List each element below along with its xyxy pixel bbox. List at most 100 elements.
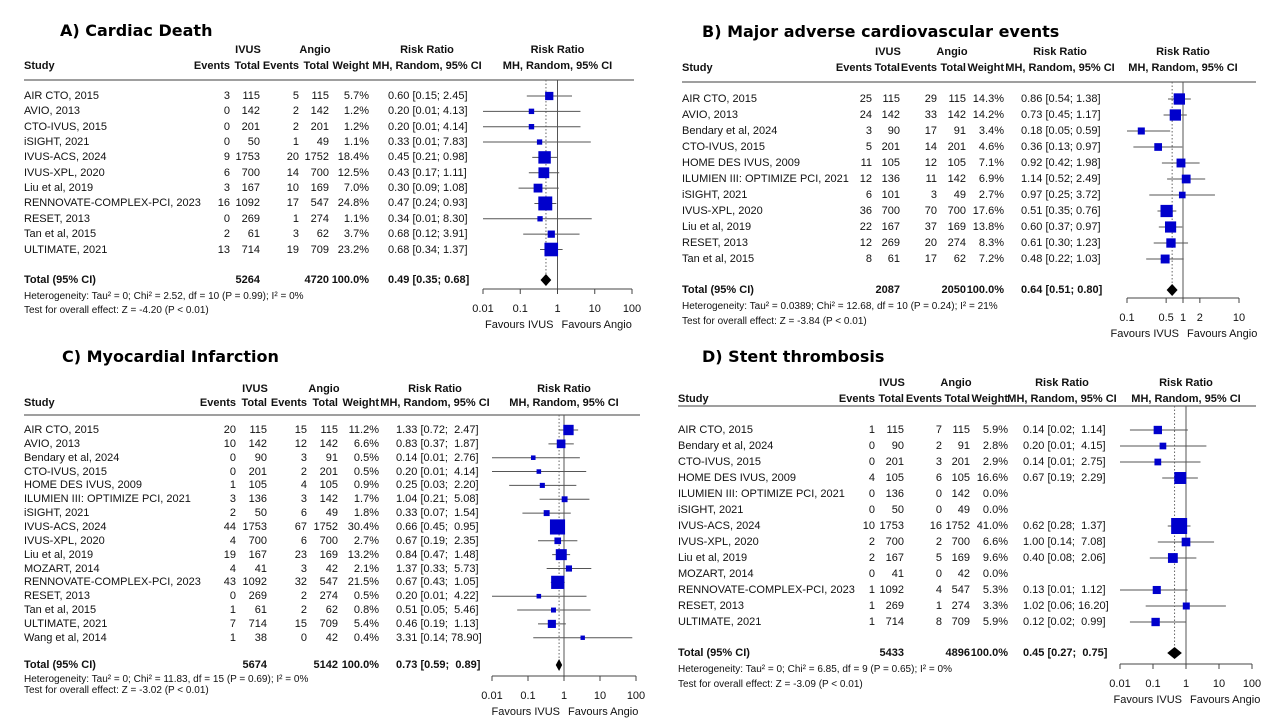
study-name: AVIO, 2013 xyxy=(24,437,81,450)
angio-total: 274 xyxy=(310,212,329,225)
header-ivus-total: Total xyxy=(874,62,900,74)
effect-square xyxy=(547,230,555,238)
study-name: RENNOVATE-COMPLEX-PCI, 2023 xyxy=(678,584,855,596)
ivus-events: 5 xyxy=(865,141,872,153)
angio-events: 16 xyxy=(929,520,942,532)
weight: 0.0% xyxy=(982,488,1008,500)
total-ivus: 2087 xyxy=(875,284,900,296)
ivus-total: 1753 xyxy=(242,520,267,533)
x-tick-label: 0.1 xyxy=(512,303,528,315)
risk-ratio-ci: 0.62 [0.28; 1.37] xyxy=(1023,520,1106,532)
risk-ratio-ci: 0.73 [0.45; 1.17] xyxy=(1021,109,1101,121)
header-angio-total: Total xyxy=(944,393,970,405)
heterogeneity-stats: Heterogeneity: Tau² = 0; Chi² = 6.85, df… xyxy=(678,664,952,675)
weight: 7.2% xyxy=(978,253,1004,265)
header-weight: Weight xyxy=(342,397,379,409)
effect-square xyxy=(561,496,568,503)
risk-ratio-ci: 0.14 [0.01; 2.75] xyxy=(1023,456,1106,468)
effect-square xyxy=(545,91,554,101)
effect-square xyxy=(1173,93,1185,105)
weight: 11.2% xyxy=(348,424,379,436)
weight: 2.7% xyxy=(978,189,1004,201)
ivus-events: 0 xyxy=(868,568,875,580)
overall-effect-test: Test for overall effect: Z = -3.84 (P < … xyxy=(682,316,867,327)
x-tick-label: 0.5 xyxy=(1158,312,1174,324)
study-name: IVUS-XPL, 2020 xyxy=(682,205,763,217)
angio-total: 142 xyxy=(951,488,970,500)
ivus-events: 0 xyxy=(868,488,875,500)
header-ivus-events: Events xyxy=(835,62,872,74)
risk-ratio-ci: 0.97 [0.25; 3.72] xyxy=(1021,189,1101,201)
total-risk-ratio-ci: 0.49 [0.35; 0.68] xyxy=(388,274,470,286)
total-angio: 4896 xyxy=(945,647,970,659)
ivus-events: 6 xyxy=(865,189,872,201)
panel-title: D) Stent thrombosis xyxy=(702,347,885,366)
total-weight: 100.0% xyxy=(970,647,1008,659)
ivus-total: 105 xyxy=(881,157,900,169)
total-weight: 100.0% xyxy=(341,659,379,671)
ivus-total: 714 xyxy=(241,243,260,256)
weight: 21.5% xyxy=(347,576,379,589)
angio-events: 2 xyxy=(292,105,299,118)
ivus-total: 61 xyxy=(247,228,260,241)
ivus-total: 269 xyxy=(241,212,260,225)
ivus-events: 2 xyxy=(229,507,236,520)
angio-events: 8 xyxy=(935,616,942,628)
angio-events: 6 xyxy=(935,472,942,484)
effect-square xyxy=(550,607,556,613)
ivus-events: 2 xyxy=(868,536,875,548)
weight: 0.0% xyxy=(982,568,1008,580)
effect-square xyxy=(538,151,551,164)
weight: 0.8% xyxy=(353,604,379,617)
study-name: ILUMIEN III: OPTIMIZE PCI, 2021 xyxy=(678,488,845,500)
risk-ratio-ci: 0.60 [0.37; 0.97] xyxy=(1021,221,1101,233)
ivus-total: 38 xyxy=(254,631,267,644)
effect-square xyxy=(1164,221,1177,233)
angio-events: 15 xyxy=(294,617,307,630)
risk-ratio-ci: 0.12 [0.02; 0.99] xyxy=(1023,616,1106,628)
ivus-events: 1 xyxy=(868,616,875,628)
study-name: AIR CTO, 2015 xyxy=(678,424,753,436)
angio-total: 274 xyxy=(319,590,338,603)
x-tick-label: 2 xyxy=(1196,312,1203,324)
effect-square xyxy=(543,510,550,517)
ivus-events: 0 xyxy=(868,504,875,516)
effect-square xyxy=(528,108,535,115)
ivus-events: 1 xyxy=(229,631,236,644)
plot-header-risk-ratio: Risk Ratio xyxy=(1156,46,1210,58)
ivus-events: 8 xyxy=(865,253,872,265)
angio-events: 3 xyxy=(300,451,307,464)
overall-effect-test: Test for overall effect: Z = -3.09 (P < … xyxy=(678,679,863,690)
pooled-diamond xyxy=(540,274,552,286)
plot-header-method: MH, Random, 95% CI xyxy=(1131,393,1241,405)
angio-total: 142 xyxy=(947,173,966,185)
weight: 14.2% xyxy=(972,109,1004,121)
effect-square xyxy=(1174,472,1187,484)
study-name: CTO-IVUS, 2015 xyxy=(24,465,107,478)
risk-ratio-ci: 1.04 [0.21; 5.08] xyxy=(396,493,479,506)
ivus-events: 20 xyxy=(223,424,236,436)
effect-square xyxy=(1169,109,1181,121)
favours-ivus-label: Favours IVUS xyxy=(491,706,560,718)
risk-ratio-ci: 0.25 [0.03; 2.20] xyxy=(396,479,479,492)
effect-square xyxy=(565,565,573,572)
ivus-events: 0 xyxy=(223,120,230,133)
total-risk-ratio-ci: 0.73 [0.59; 0.89] xyxy=(396,659,481,671)
ivus-total: 115 xyxy=(249,424,267,436)
ivus-total: 1092 xyxy=(879,584,904,596)
ivus-events: 0 xyxy=(223,212,230,225)
effect-square xyxy=(537,216,543,222)
effect-square xyxy=(1166,238,1176,248)
study-name: Bendary et al, 2024 xyxy=(24,451,120,464)
header-risk-ratio: Risk Ratio xyxy=(408,383,462,395)
ivus-total: 142 xyxy=(881,109,900,121)
angio-events: 19 xyxy=(286,243,299,256)
heterogeneity-stats: Heterogeneity: Tau² = 0; Chi² = 2.52, df… xyxy=(24,291,304,302)
header-weight: Weight xyxy=(971,393,1008,405)
study-name: RESET, 2013 xyxy=(678,600,745,612)
angio-total: 91 xyxy=(325,451,338,464)
risk-ratio-ci: 1.00 [0.14; 7.08] xyxy=(1023,536,1106,548)
effect-square xyxy=(547,619,556,628)
ivus-events: 9 xyxy=(223,151,230,164)
effect-square xyxy=(556,439,566,449)
